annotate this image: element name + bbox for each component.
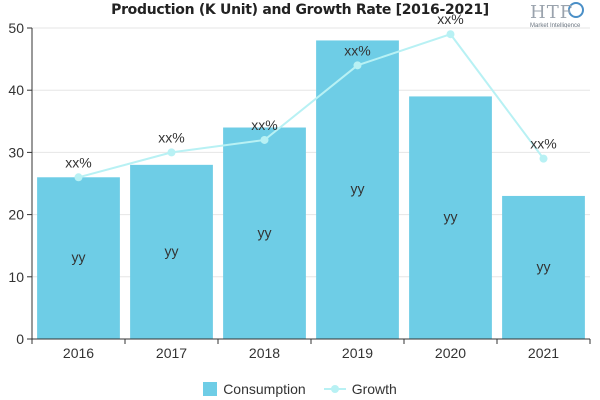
bar-data-label: yy bbox=[72, 249, 86, 265]
bar-data-label: yy bbox=[444, 209, 458, 225]
legend-label-growth: Growth bbox=[351, 381, 397, 397]
y-tick-label: 50 bbox=[8, 20, 24, 36]
growth-data-label: xx% bbox=[65, 154, 91, 170]
legend-label-consumption: Consumption bbox=[223, 381, 306, 397]
logo-subtext: Market Intelligence bbox=[530, 23, 581, 29]
chart-plot: 0 10 20 30 40 50 yy yy yy yy yy yy 2016 2017 2018 2019 2… bbox=[8, 11, 591, 361]
bar-data-label: yy bbox=[165, 243, 179, 259]
growth-point-2019 bbox=[353, 61, 362, 70]
logo-text: HTF bbox=[530, 2, 574, 23]
growth-point-2020 bbox=[446, 30, 455, 39]
bar-data-label: yy bbox=[258, 224, 272, 240]
bar-data-label: yy bbox=[351, 181, 365, 197]
y-tick-label: 10 bbox=[8, 269, 24, 285]
bar-2019 bbox=[316, 40, 399, 339]
growth-data-label: xx% bbox=[251, 117, 277, 133]
growth-line bbox=[78, 33, 545, 179]
growth-point-2017 bbox=[167, 148, 176, 157]
globe-icon bbox=[568, 2, 584, 18]
growth-point-2018 bbox=[260, 135, 269, 144]
legend-marker-growth bbox=[323, 382, 346, 396]
growth-data-label: xx% bbox=[158, 129, 184, 145]
bar-2021 bbox=[502, 195, 585, 339]
y-tick-label: 40 bbox=[8, 82, 24, 98]
legend-item-consumption[interactable]: Consumption bbox=[203, 381, 306, 397]
bar-2020 bbox=[409, 96, 492, 339]
chart-legend: Consumption Growth bbox=[0, 380, 600, 398]
growth-data-label: xx% bbox=[344, 42, 370, 58]
growth-data-label: xx% bbox=[530, 136, 556, 152]
y-tick-label: 30 bbox=[8, 144, 24, 160]
x-tick-label: 2018 bbox=[249, 345, 280, 361]
legend-item-growth[interactable]: Growth bbox=[323, 381, 397, 397]
x-tick-label: 2016 bbox=[63, 345, 94, 361]
x-tick-label: 2020 bbox=[435, 345, 466, 361]
x-tick-label: 2021 bbox=[528, 345, 559, 361]
growth-point-2021 bbox=[539, 154, 548, 163]
bar-2018 bbox=[223, 127, 306, 340]
x-tick-label: 2019 bbox=[342, 345, 373, 361]
y-tick-label: 0 bbox=[16, 331, 24, 347]
legend-swatch-consumption bbox=[203, 382, 218, 396]
growth-point-2016 bbox=[74, 173, 83, 182]
chart-title: Production (K Unit) and Growth Rate [201… bbox=[111, 2, 489, 18]
bar-2017 bbox=[130, 164, 213, 339]
bar-2016 bbox=[37, 177, 120, 339]
x-tick-label: 2017 bbox=[156, 345, 187, 361]
bar-data-label: yy bbox=[537, 258, 551, 274]
growth-data-label: xx% bbox=[437, 11, 463, 27]
y-tick-label: 20 bbox=[8, 207, 24, 223]
htf-logo: HTF Market Intelligence bbox=[524, 0, 600, 34]
